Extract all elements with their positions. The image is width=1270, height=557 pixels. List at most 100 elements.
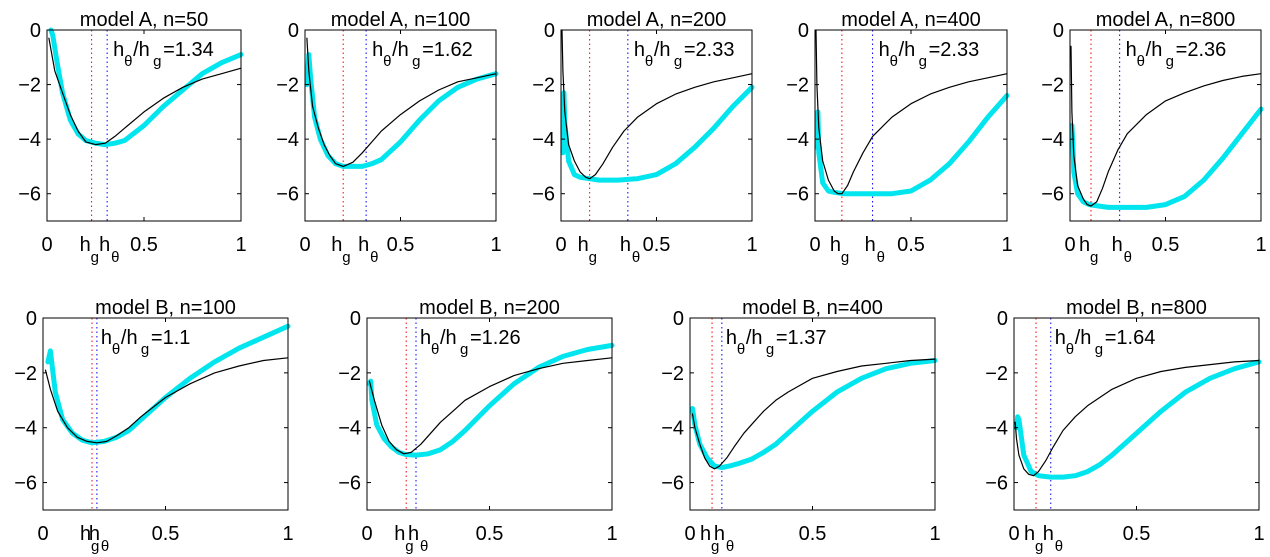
h-g-label: h [80, 523, 91, 545]
ratio-g-subscript: g [1095, 341, 1103, 358]
x-tick-label: 0 [361, 523, 372, 545]
ratio-h-theta: h [101, 327, 112, 349]
ratio-g-subscript: g [919, 53, 927, 70]
h-theta-label: h [89, 523, 100, 545]
x-tick-label: 1 [929, 523, 940, 545]
h-g-subscript: g [91, 538, 99, 555]
ratio-value: =1.1 [151, 327, 190, 349]
y-tick-label: 0 [544, 20, 555, 42]
x-tick-label: 0.5 [1123, 523, 1151, 545]
estimate-curve [366, 342, 615, 458]
x-tick-label: 1 [1255, 234, 1266, 256]
ratio-annotation: hθ/hg=2.33 [634, 39, 735, 70]
ratio-slash-h: /h [133, 39, 150, 61]
ratio-h-theta: h [1055, 327, 1066, 349]
ratio-slash-h: /h [1146, 39, 1163, 61]
ratio-annotation: hθ/hg=1.37 [726, 327, 827, 358]
y-tick-label: 0 [673, 308, 684, 330]
y-tick-label: −4 [18, 129, 41, 151]
ratio-annotation: hθ/hg=1.34 [113, 39, 214, 70]
y-tick-label: −6 [1041, 184, 1064, 206]
ratio-theta-subscript: θ [737, 341, 745, 358]
ratio-annotation: hθ/hg=2.36 [1126, 39, 1227, 70]
y-tick-label: −4 [786, 129, 809, 151]
h-theta-label: h [714, 523, 725, 545]
ratio-theta-subscript: θ [890, 53, 898, 70]
h-g-label: h [700, 523, 711, 545]
y-tick-label: −6 [532, 184, 555, 206]
ratio-value: =1.34 [163, 39, 214, 61]
h-g-label: h [331, 234, 342, 256]
y-tick-label: −4 [661, 418, 684, 440]
h-g-subscript: g [841, 249, 849, 266]
x-tick-label: 0 [809, 234, 820, 256]
h-theta-subscript: θ [101, 538, 109, 555]
x-tick-label: 0 [555, 234, 566, 256]
ratio-slash-h: /h [440, 327, 457, 349]
true-curve [306, 37, 497, 167]
x-tick-label: 0 [41, 234, 52, 256]
y-tick-label: −2 [661, 363, 684, 385]
y-tick-label: −6 [14, 473, 37, 495]
x-tick-label: 0.5 [1152, 234, 1180, 256]
h-g-label: h [394, 523, 405, 545]
ratio-value: =1.64 [1105, 327, 1156, 349]
h-theta-label: h [865, 234, 876, 256]
estimate-curve [814, 93, 1010, 197]
ratio-h-theta: h [1126, 39, 1137, 61]
ratio-value: =2.33 [684, 39, 735, 61]
ratio-g-subscript: g [766, 341, 774, 358]
h-theta-subscript: θ [1124, 249, 1132, 266]
true-curve [691, 358, 936, 470]
ratio-slash-h: /h [654, 39, 671, 61]
ratio-slash-h: /h [121, 327, 138, 349]
x-tick-label: 1 [1001, 234, 1012, 256]
h-theta-subscript: θ [632, 249, 640, 266]
ratio-slash-h: /h [392, 39, 409, 61]
y-tick-label: −6 [18, 184, 41, 206]
ratio-slash-h: /h [899, 39, 916, 61]
estimate-curve [1069, 106, 1264, 210]
ratio-h-theta: h [420, 327, 431, 349]
h-g-subscript: g [342, 249, 350, 266]
y-tick-label: −2 [786, 75, 809, 97]
ratio-theta-subscript: θ [124, 53, 132, 70]
true-curve [1070, 45, 1262, 207]
h-g-label: h [80, 234, 91, 256]
h-theta-subscript: θ [111, 249, 119, 266]
ratio-theta-subscript: θ [1066, 341, 1074, 358]
h-theta-subscript: θ [370, 249, 378, 266]
x-tick-label: 0.5 [130, 234, 158, 256]
h-theta-label: h [408, 523, 419, 545]
h-theta-subscript: θ [420, 538, 428, 555]
x-tick-label: 1 [490, 234, 501, 256]
h-g-subscript: g [405, 538, 413, 555]
ratio-g-subscript: g [460, 341, 468, 358]
y-tick-label: −6 [985, 473, 1008, 495]
y-tick-label: −2 [18, 75, 41, 97]
ratio-annotation: hθ/hg=2.33 [879, 39, 980, 70]
x-tick-label: 0.5 [897, 234, 925, 256]
y-tick-label: −6 [338, 473, 361, 495]
y-tick-label: 0 [30, 20, 41, 42]
ratio-g-subscript: g [412, 53, 420, 70]
x-tick-label: 0 [1064, 234, 1075, 256]
subplot-title: model A, n=400 [841, 9, 981, 31]
ratio-value: =1.26 [470, 327, 521, 349]
h-g-subscript: g [711, 538, 719, 555]
y-tick-label: −2 [1041, 75, 1064, 97]
true-curve [48, 37, 242, 146]
x-tick-label: 0.5 [152, 523, 180, 545]
h-theta-label: h [1112, 234, 1123, 256]
h-theta-subscript: θ [726, 538, 734, 555]
h-theta-label: h [99, 234, 110, 256]
x-tick-label: 0 [1008, 523, 1019, 545]
ratio-theta-subscript: θ [431, 341, 439, 358]
y-tick-label: 0 [1053, 20, 1064, 42]
ratio-annotation: hθ/hg=1.64 [1055, 327, 1156, 358]
